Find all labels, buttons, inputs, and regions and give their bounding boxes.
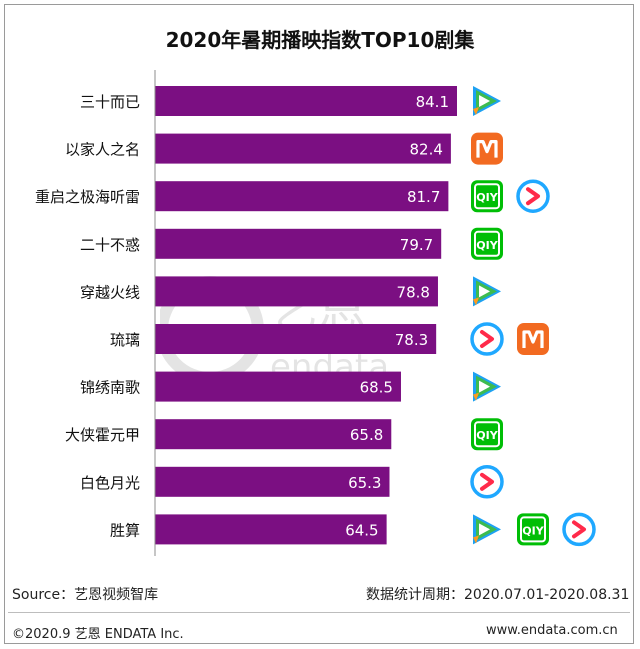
tencent-logo-icon — [473, 86, 501, 116]
iqiyi-logo-icon: QIY — [471, 418, 503, 451]
value-label: 65.8 — [350, 426, 383, 444]
footer-divider — [8, 612, 630, 613]
figure-frame — [4, 4, 634, 644]
period-note: 数据统计周期：2020.07.01-2020.08.31 — [366, 587, 630, 603]
svg-text:QIY: QIY — [476, 239, 498, 252]
bar-chart: 三十而已 84.1 以家人之名 82.4 重启之极海听雷 81.7 QIY 二十不惑 79.7 Q… — [35, 70, 596, 556]
svg-text:QIY: QIY — [476, 191, 498, 204]
value-label: 78.8 — [397, 283, 430, 301]
category-label: 二十不惑 — [80, 236, 140, 254]
bar — [155, 324, 437, 354]
website: www.endata.com.cn — [486, 623, 618, 638]
svg-text:QIY: QIY — [522, 524, 544, 537]
chart-title: 2020年暑期播映指数TOP10剧集 — [165, 28, 475, 52]
value-label: 84.1 — [416, 93, 449, 111]
category-label: 三十而已 — [80, 93, 140, 111]
category-label: 白色月光 — [80, 474, 140, 492]
category-label: 胜算 — [110, 521, 140, 539]
value-label: 65.3 — [348, 474, 381, 492]
bar — [155, 181, 449, 212]
bar — [155, 228, 442, 259]
youku-logo-icon — [562, 512, 596, 547]
tencent-logo-icon — [473, 514, 501, 545]
category-label: 大侠霍元甲 — [65, 426, 140, 444]
value-label: 68.5 — [360, 379, 393, 397]
bar — [155, 466, 390, 497]
value-label: 82.4 — [409, 141, 442, 159]
category-label: 锦绣南歌 — [80, 379, 140, 397]
category-label: 琉璃 — [110, 331, 140, 349]
value-label: 64.5 — [345, 521, 378, 539]
value-label: 78.3 — [395, 331, 428, 349]
youku-logo-icon — [470, 322, 504, 356]
tencent-logo-icon — [473, 276, 501, 307]
value-label: 81.7 — [407, 188, 440, 206]
bar — [155, 86, 457, 116]
tencent-logo-icon — [473, 371, 501, 402]
bar — [155, 133, 451, 164]
bar — [155, 514, 387, 545]
iqiyi-logo-icon: QIY — [517, 513, 549, 546]
copyright: ©2020.9 艺恩 ENDATA Inc. — [12, 627, 184, 642]
bar — [155, 419, 392, 450]
source-note: Source：艺恩视频智库 — [12, 587, 159, 603]
category-label: 以家人之名 — [65, 141, 140, 159]
bar — [155, 276, 438, 307]
youku-logo-icon — [516, 179, 550, 213]
category-label: 重启之极海听雷 — [35, 188, 140, 206]
youku-logo-icon — [470, 465, 504, 499]
value-label: 79.7 — [400, 236, 433, 254]
svg-text:QIY: QIY — [476, 429, 498, 442]
iqiyi-logo-icon: QIY — [471, 180, 503, 213]
mango-logo-icon — [517, 323, 549, 355]
category-label: 穿越火线 — [80, 283, 140, 301]
mango-logo-icon — [471, 132, 503, 165]
bar — [155, 371, 401, 402]
iqiyi-logo-icon: QIY — [471, 227, 503, 260]
